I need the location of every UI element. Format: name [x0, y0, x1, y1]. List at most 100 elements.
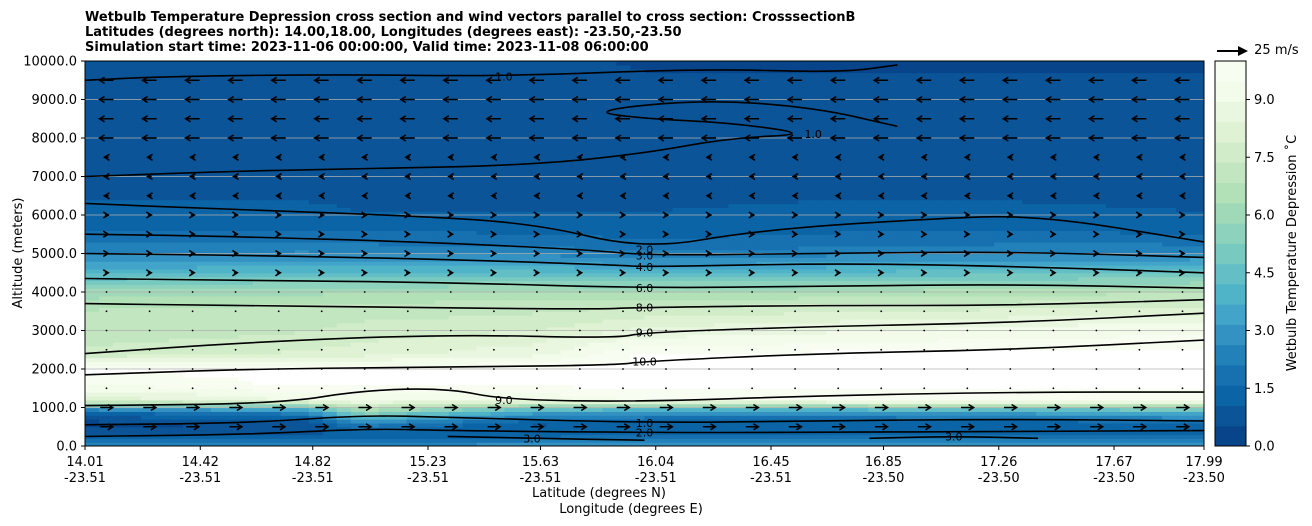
- heat-cell: [602, 168, 618, 174]
- heat-cell: [112, 315, 128, 320]
- heat-cell: [154, 357, 170, 362]
- heat-cell: [196, 265, 212, 270]
- heat-cell: [294, 207, 310, 212]
- heat-cell: [182, 276, 198, 282]
- heat-cell: [392, 188, 408, 193]
- heat-cell: [504, 111, 520, 116]
- heat-cell: [714, 153, 730, 158]
- heat-cell: [686, 138, 702, 143]
- heat-cell: [112, 349, 128, 355]
- heat-cell: [518, 195, 534, 201]
- heat-cell: [644, 176, 660, 181]
- heat-cell: [280, 326, 296, 332]
- heat-cell: [742, 91, 757, 97]
- heat-cell: [406, 349, 422, 355]
- heat-cell: [518, 211, 534, 216]
- heat-cell: [98, 334, 114, 339]
- heat-cell: [490, 168, 506, 174]
- heat-cell: [476, 138, 492, 143]
- heat-cell: [756, 184, 771, 189]
- heat-cell: [210, 415, 226, 420]
- heat-cell: [140, 76, 156, 81]
- heat-cell: [518, 372, 534, 378]
- heat-cell: [266, 180, 282, 185]
- heat-cell: [476, 376, 492, 382]
- heat-cell: [462, 134, 478, 139]
- heat-cell: [434, 411, 450, 416]
- heat-cell: [672, 268, 688, 274]
- heat-cell: [85, 188, 100, 193]
- heat-cell: [504, 87, 520, 93]
- heat-cell: [658, 145, 674, 151]
- heat-cell: [364, 376, 380, 382]
- heat-cell: [462, 342, 478, 347]
- heat-cell: [85, 365, 100, 370]
- heat-cell: [602, 307, 618, 312]
- heat-cell: [490, 265, 506, 270]
- heat-cell: [672, 349, 688, 355]
- heat-cell: [112, 415, 128, 420]
- heat-cell: [378, 161, 394, 166]
- heat-cell: [714, 149, 730, 154]
- heat-cell: [504, 422, 520, 428]
- heat-cell: [476, 372, 492, 378]
- heat-cell: [490, 384, 506, 389]
- heat-cell: [448, 318, 464, 324]
- heat-cell: [224, 392, 240, 397]
- heat-cell: [168, 365, 184, 370]
- heat-cell: [140, 315, 156, 320]
- heat-cell: [308, 318, 324, 324]
- heat-cell: [406, 315, 422, 320]
- heat-cell: [504, 295, 520, 301]
- heat-cell: [280, 222, 296, 228]
- heat-cell: [350, 403, 366, 409]
- heat-cell: [238, 311, 254, 316]
- heat-cell: [728, 238, 744, 243]
- heat-cell: [154, 369, 170, 374]
- heat-cell: [182, 365, 198, 370]
- heat-cell: [336, 376, 352, 382]
- heat-cell: [168, 376, 184, 382]
- heat-cell: [336, 322, 352, 328]
- heat-cell: [322, 353, 338, 359]
- heat-cell: [308, 245, 324, 251]
- heat-cell: [98, 426, 114, 432]
- heat-cell: [686, 315, 702, 320]
- heat-cell: [196, 272, 212, 278]
- heat-cell: [742, 87, 757, 93]
- heat-cell: [490, 353, 506, 359]
- heat-cell: [140, 403, 156, 409]
- heat-cell: [294, 422, 310, 428]
- heat-cell: [672, 330, 688, 335]
- heat-cell: [238, 230, 254, 235]
- heat-cell: [518, 426, 534, 432]
- heat-cell: [518, 153, 534, 158]
- heat-cell: [168, 207, 184, 212]
- heat-cell: [266, 91, 282, 97]
- heat-cell: [252, 64, 268, 70]
- heat-cell: [210, 218, 226, 224]
- heat-cell: [434, 442, 450, 446]
- heat-cell: [476, 215, 492, 220]
- heat-cell: [280, 149, 296, 154]
- heat-cell: [672, 399, 688, 405]
- heat-cell: [546, 149, 562, 154]
- heat-cell: [238, 422, 254, 428]
- heat-cell: [588, 168, 604, 174]
- heat-cell: [616, 118, 632, 124]
- heat-cell: [644, 61, 660, 66]
- heat-cell: [154, 384, 170, 389]
- heat-cell: [476, 268, 492, 274]
- heat-cell: [364, 380, 380, 385]
- heat-cell: [238, 349, 254, 355]
- heat-cell: [406, 222, 422, 228]
- heat-cell: [658, 369, 674, 374]
- heat-cell: [532, 284, 548, 289]
- heat-cell: [336, 107, 352, 112]
- heat-cell: [546, 280, 562, 285]
- heat-cell: [490, 111, 506, 116]
- heat-cell: [210, 392, 226, 397]
- heat-cell: [196, 118, 212, 124]
- heat-cell: [154, 149, 170, 154]
- heat-cell: [672, 226, 688, 231]
